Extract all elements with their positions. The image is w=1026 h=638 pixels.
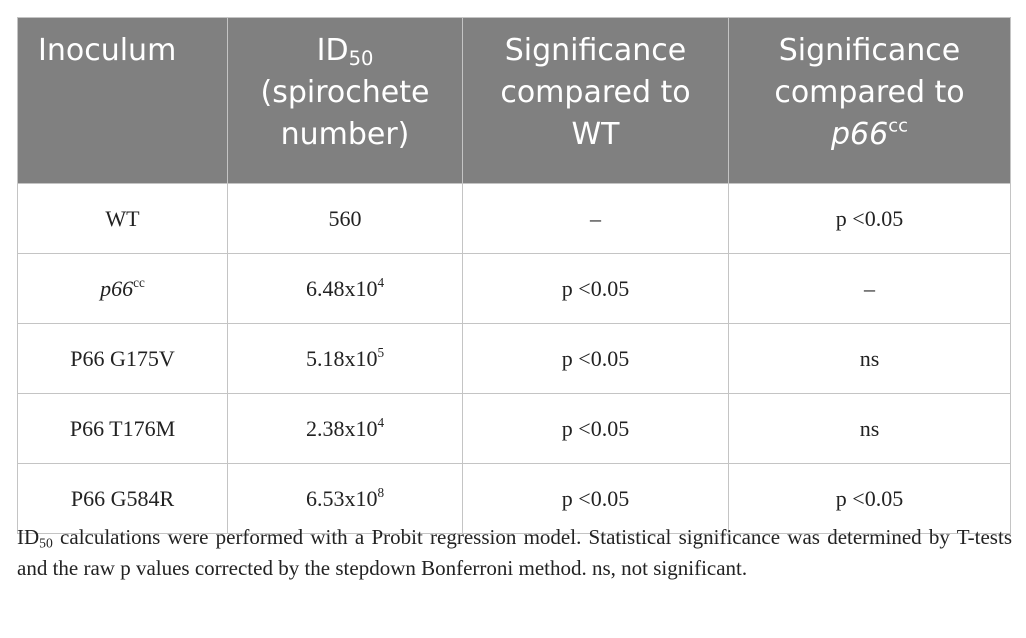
table-cell: – <box>728 253 1011 324</box>
text-italic: p66 <box>830 117 889 152</box>
text-text: 5.18x10 <box>305 345 378 371</box>
table-cell: p <0.05 <box>728 463 1011 534</box>
table-cell: p <0.05 <box>462 323 729 394</box>
text-text: ns <box>859 415 880 441</box>
text-italic: p66 <box>100 275 134 301</box>
table-cell: p66cc <box>17 253 228 324</box>
table-cell: 6.48x104 <box>227 253 463 324</box>
table-cell: p <0.05 <box>462 393 729 464</box>
table-cell: ns <box>728 323 1011 394</box>
text-text: Significance compared to WT <box>500 33 691 152</box>
table-body: WT 560– p <0.05 p66cc 6.48x104 p <0.05– P66 G1… <box>17 183 1011 534</box>
table-cell: p <0.05 <box>462 253 729 324</box>
text-sup: 8 <box>377 484 385 500</box>
header-cell: ID50 (spirochete number) <box>227 17 463 184</box>
text-text: p <0.05 <box>835 205 904 231</box>
table-cell: p <0.05 <box>462 463 729 534</box>
text-text: p <0.05 <box>561 415 630 441</box>
text-text: P66 G584R <box>70 485 175 511</box>
text-text2: calculations were performed with a Probi… <box>17 525 1012 580</box>
text-text: Significance compared to <box>774 33 965 110</box>
table-cell: P66 T176M <box>17 393 228 464</box>
text-sub: 50 <box>348 46 374 70</box>
text-text: WT <box>105 205 140 231</box>
text-text: p <0.05 <box>561 345 630 371</box>
table-cell: P66 G175V <box>17 323 228 394</box>
text-text: Inoculum <box>38 33 177 68</box>
text-text: – <box>864 275 875 301</box>
header-cell: Inoculum <box>17 17 228 184</box>
table-row: WT 560 – p <0.05 <box>17 183 1011 254</box>
header-cell: Significance compared to p66cc <box>728 17 1011 184</box>
text-text: – <box>590 205 601 231</box>
table-row: p66cc 6.48x104 p <0.05– <box>17 253 1011 324</box>
text-text: p <0.05 <box>835 485 904 511</box>
table-cell: 560 <box>227 183 463 254</box>
text-text: 6.48x10 <box>305 275 378 301</box>
table-cell: ns <box>728 393 1011 464</box>
text-sup: cc <box>133 274 145 290</box>
text-text: ns <box>859 345 880 371</box>
table-cell: 2.38x104 <box>227 393 463 464</box>
text-text2: (spirochete number) <box>260 75 430 152</box>
text-sup: cc <box>888 115 908 137</box>
header-cell: Significance compared to WT <box>462 17 729 184</box>
table-cell: 6.53x108 <box>227 463 463 534</box>
text-sup: 5 <box>377 344 385 360</box>
text-text: ID <box>17 525 40 549</box>
text-text: ID <box>316 33 349 68</box>
table-row: P66 T176M 2.38x104 p <0.05 ns <box>17 393 1011 464</box>
table-cell: P66 G584R <box>17 463 228 534</box>
text-text: 6.53x10 <box>305 485 378 511</box>
text-text: p <0.05 <box>561 275 630 301</box>
table-cell: WT <box>17 183 228 254</box>
footnote: ID50 calculations were performed with a … <box>17 522 1012 584</box>
text-text: P66 T176M <box>69 415 176 441</box>
table-header: Inoculum ID50 (spirochete number) Signific… <box>17 17 1011 184</box>
header-row: Inoculum ID50 (spirochete number) Signific… <box>17 17 1011 184</box>
table-cell: – <box>462 183 729 254</box>
text-sup: 4 <box>377 414 385 430</box>
text-text: p <0.05 <box>561 485 630 511</box>
text-sub: 50 <box>39 535 53 551</box>
text-text: P66 G175V <box>70 345 175 371</box>
table-row: P66 G584R 6.53x108 p <0.05 p <0.05 <box>17 463 1011 534</box>
table-cell: 5.18x105 <box>227 323 463 394</box>
text-text: 560 <box>328 205 362 231</box>
text-text: 2.38x10 <box>305 415 378 441</box>
text-sup: 4 <box>377 274 385 290</box>
table-row: P66 G175V 5.18x105 p <0.05 ns <box>17 323 1011 394</box>
table-cell: p <0.05 <box>728 183 1011 254</box>
data-table: Inoculum ID50 (spirochete number) Signific… <box>17 17 1011 534</box>
